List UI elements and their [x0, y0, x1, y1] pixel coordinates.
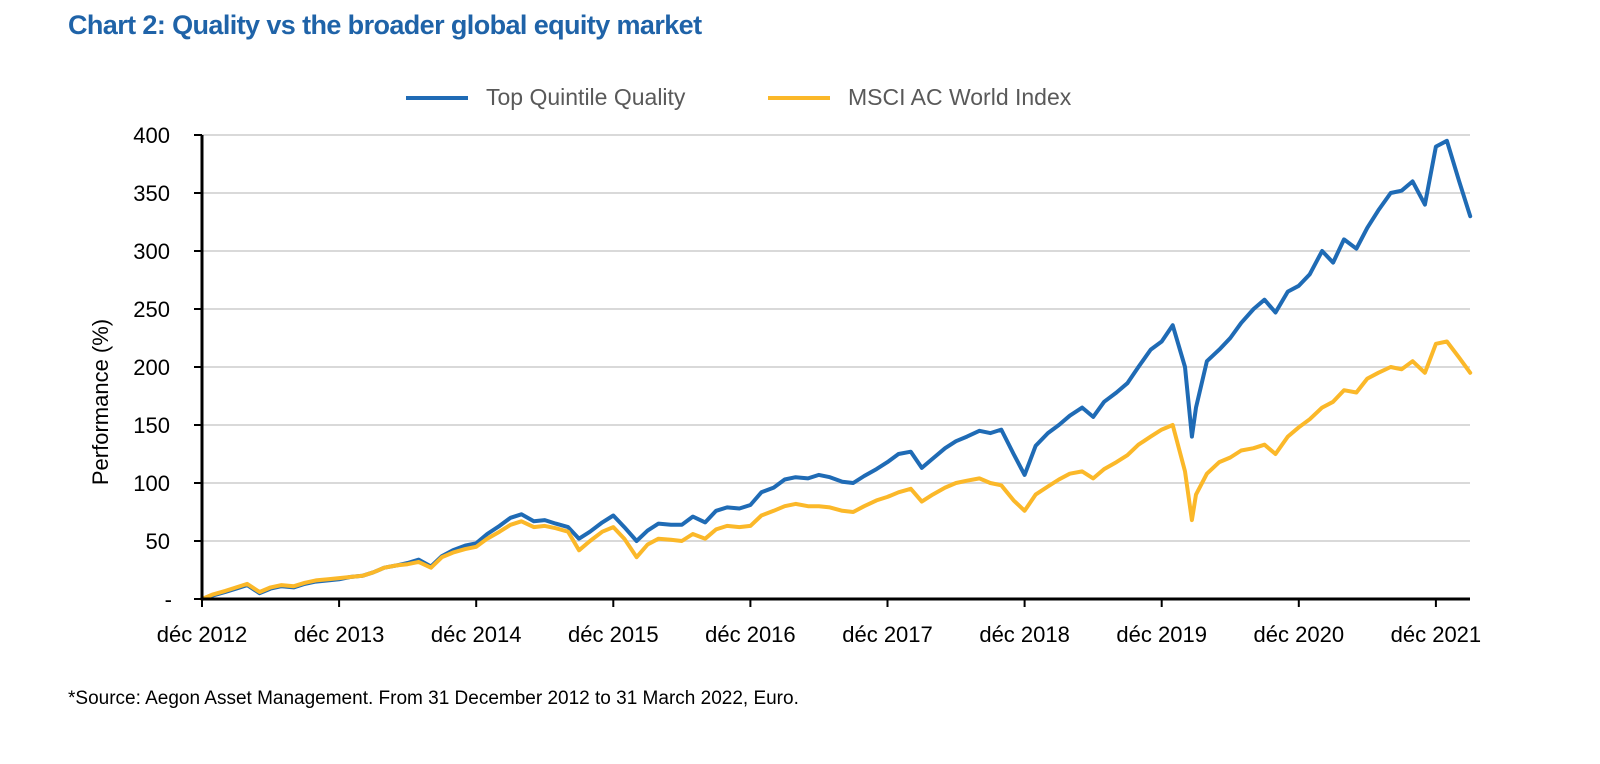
- y-axis-ticks: - 50 100 150 200 250 300 350 400: [133, 123, 202, 612]
- legend-swatch-quality: [406, 95, 468, 100]
- series-lines: [200, 138, 1473, 601]
- y-tick-label: 200: [133, 355, 170, 380]
- legend-item-quality: Top Quintile Quality: [406, 84, 685, 111]
- gridlines: [202, 134, 1470, 542]
- legend-swatch-msci: [768, 95, 830, 100]
- y-tick-label: 250: [133, 297, 170, 322]
- y-tick-label: 150: [133, 413, 170, 438]
- y-tick-label: -: [165, 587, 172, 612]
- x-tick-label: déc 2016: [705, 622, 796, 647]
- y-tick-label: 300: [133, 239, 170, 264]
- source-footnote: *Source: Aegon Asset Management. From 31…: [68, 688, 799, 709]
- x-tick-label: déc 2020: [1254, 622, 1345, 647]
- y-axis-label: Performance (%): [88, 319, 113, 485]
- legend-item-msci: MSCI AC World Index: [768, 84, 1071, 111]
- x-tick-label: déc 2015: [568, 622, 659, 647]
- x-tick-label: déc 2018: [979, 622, 1070, 647]
- x-axis-ticks: déc 2012 déc 2013 déc 2014 déc 2015 déc 2016…: [157, 599, 1481, 647]
- x-tick-label: déc 2019: [1116, 622, 1207, 647]
- legend-label-quality: Top Quintile Quality: [486, 84, 686, 110]
- chart-title: Chart 2: Quality vs the broader global e…: [68, 10, 702, 40]
- y-tick-label: 400: [133, 123, 170, 148]
- x-tick-label: déc 2021: [1391, 622, 1482, 647]
- series-line-msci: [200, 339, 1473, 601]
- series-line-quality: [200, 138, 1473, 601]
- x-tick-label: déc 2017: [842, 622, 933, 647]
- legend-label-msci: MSCI AC World Index: [848, 84, 1072, 110]
- legend: Top Quintile Quality MSCI AC World Index: [0, 84, 1600, 114]
- x-tick-label: déc 2012: [157, 622, 248, 647]
- x-tick-label: déc 2014: [431, 622, 522, 647]
- x-tick-label: déc 2013: [294, 622, 385, 647]
- y-tick-label: 50: [146, 529, 170, 554]
- y-tick-label: 100: [133, 471, 170, 496]
- y-tick-label: 350: [133, 181, 170, 206]
